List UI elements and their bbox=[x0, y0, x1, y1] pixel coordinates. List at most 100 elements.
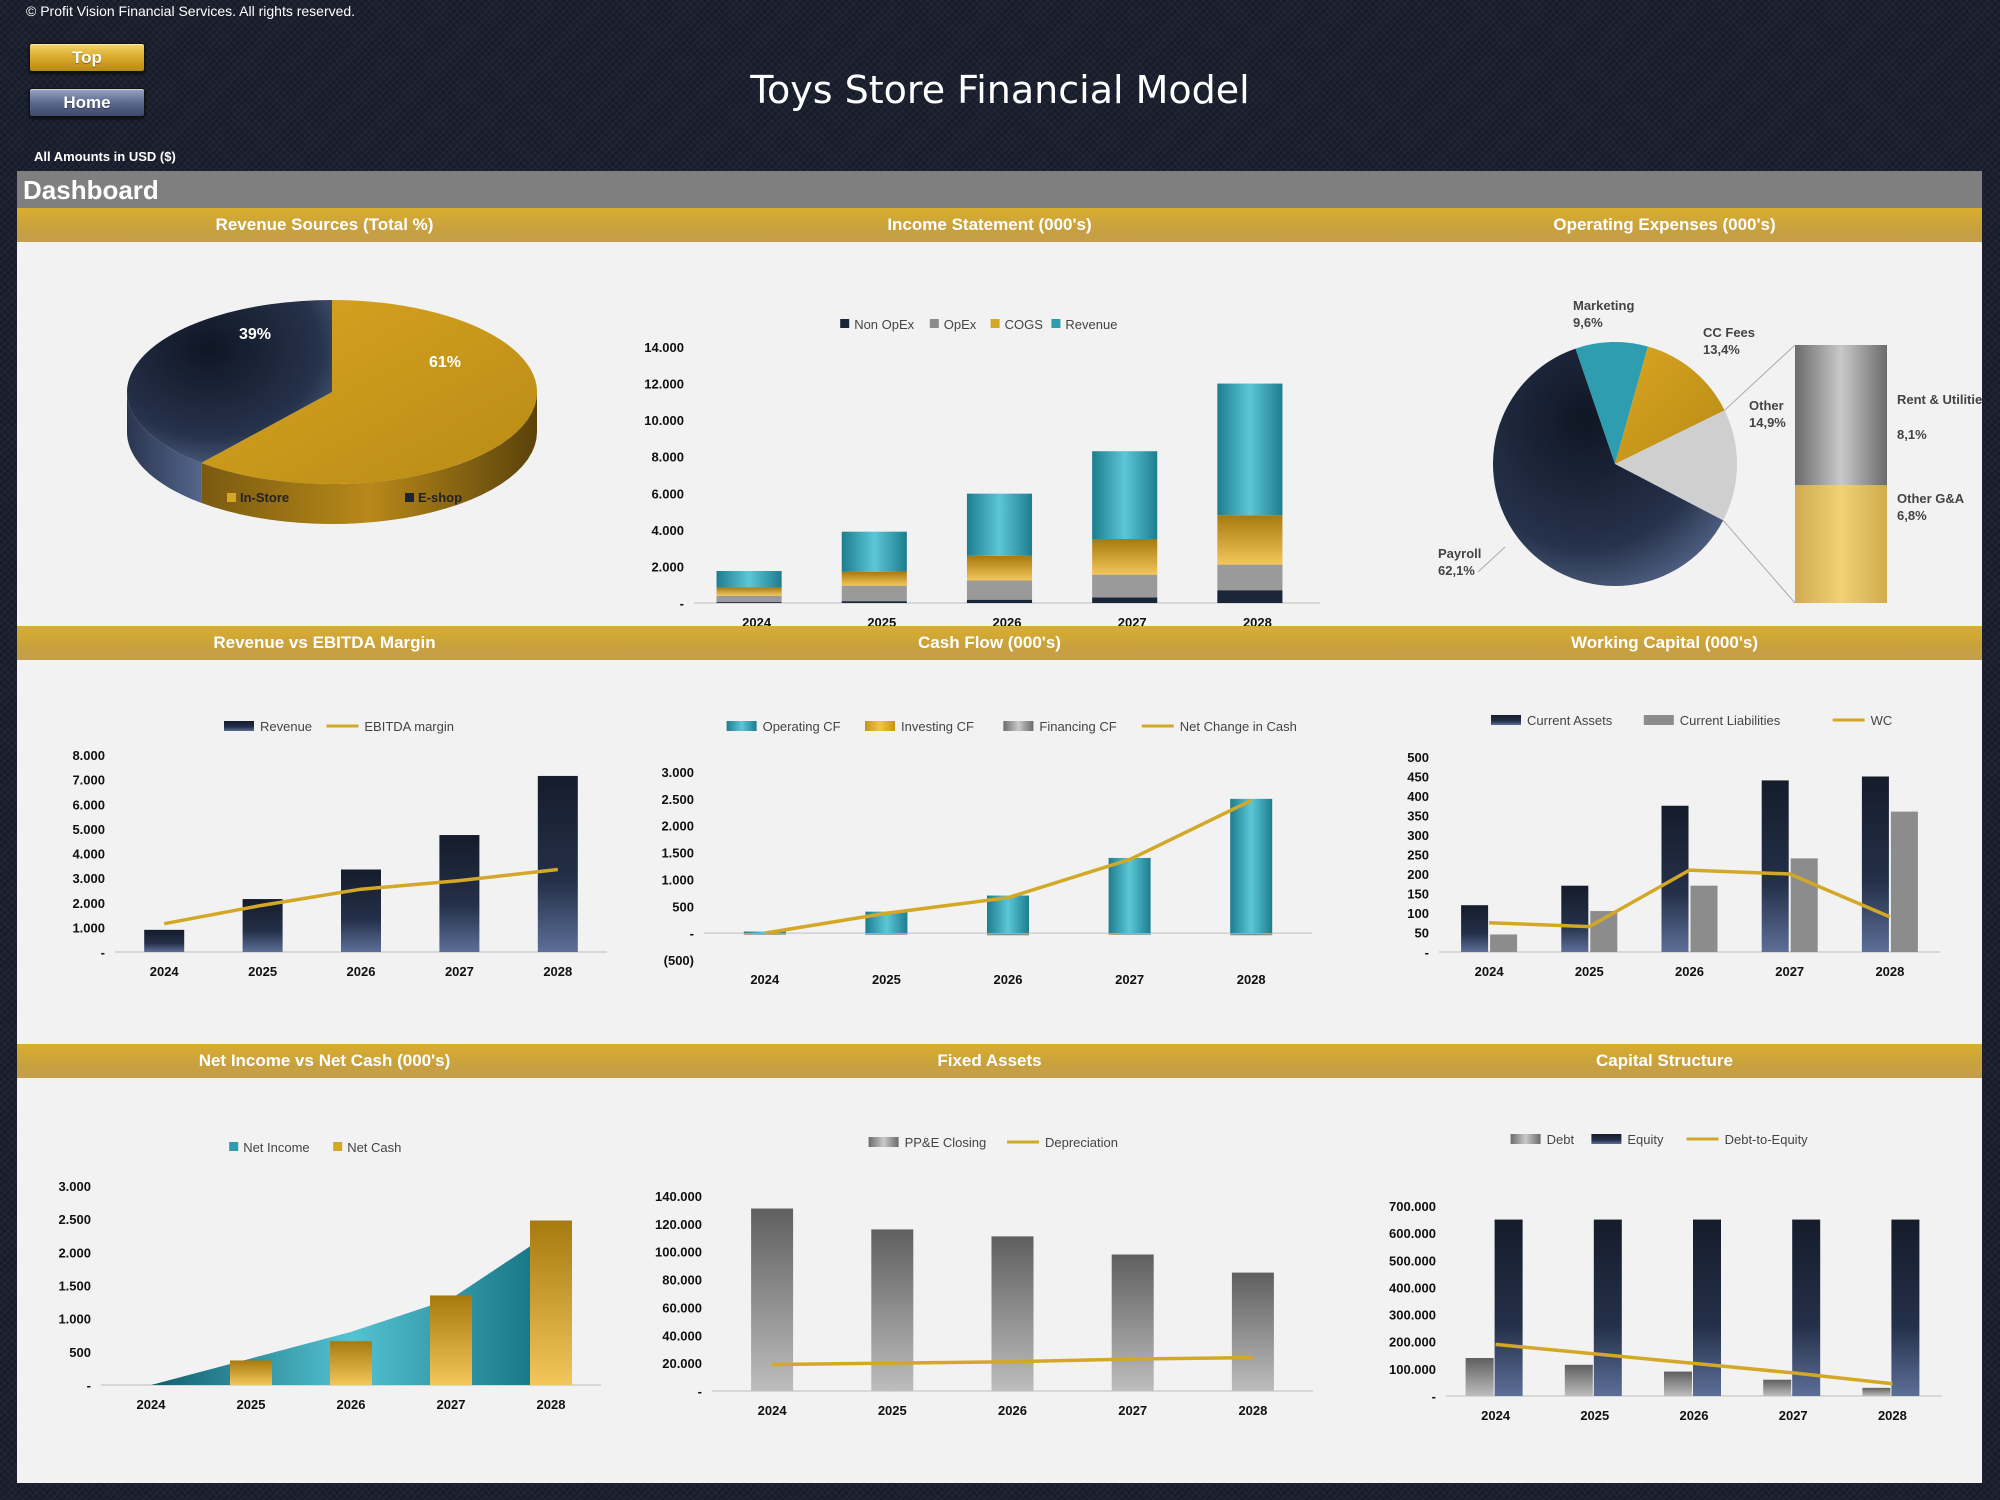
legend-swatch bbox=[726, 721, 757, 731]
line-debt-to-equity bbox=[1495, 1342, 1893, 1386]
dashboard-panel: Dashboard Revenue Sources (Total %) Inco… bbox=[17, 171, 1982, 1483]
x-tick-label: 2027 bbox=[1115, 972, 1144, 987]
y-tick-label: 80.000 bbox=[662, 1273, 702, 1288]
y-tick-label: 14.000 bbox=[644, 340, 684, 355]
label-other-ga-value: 6,8% bbox=[1897, 508, 1927, 523]
y-tick-label: 8.000 bbox=[72, 748, 105, 763]
label-rent-utilities: Rent & Utilities bbox=[1897, 392, 1982, 407]
connector-line bbox=[1724, 344, 1796, 411]
bar-current-liabilities bbox=[1490, 934, 1518, 952]
fixed-assets-chart: - 20.000 40.000 60.000 80.000 100.000 120.000 1… bbox=[655, 1135, 1313, 1418]
legend-swatch bbox=[865, 721, 895, 731]
section-title-cash-flow: Cash Flow (000's) bbox=[918, 633, 1061, 652]
legend-label: Revenue bbox=[260, 719, 312, 734]
working-capital-chart: - 50 100 150 200 250 300 350 400 450 500 2024 2025 20… bbox=[1407, 713, 1940, 979]
x-tick-label: 2024 bbox=[1475, 964, 1505, 979]
connector-line bbox=[1722, 520, 1796, 604]
y-tick-label: 10.000 bbox=[644, 413, 684, 428]
legend-label: In-Store bbox=[240, 490, 289, 505]
bar-ppe-closing bbox=[991, 1236, 1034, 1391]
y-tick-label: 100 bbox=[1407, 906, 1429, 921]
bar-investing-cf bbox=[865, 933, 908, 934]
bar-non-opex bbox=[1092, 597, 1158, 603]
legend-swatch bbox=[229, 1142, 239, 1151]
x-tick-label: 2027 bbox=[445, 964, 474, 979]
bar-non-opex bbox=[1217, 590, 1283, 603]
legend-label: Net Income bbox=[243, 1140, 309, 1155]
x-tick-label: 2025 bbox=[248, 964, 277, 979]
bar-current-liabilities bbox=[1690, 885, 1718, 952]
income-statement-chart: - 2.000 4.000 6.000 8.000 10.000 12.000 14.000 2… bbox=[644, 317, 1320, 626]
bar-debt bbox=[1664, 1371, 1692, 1396]
y-tick-label: 200.000 bbox=[1389, 1335, 1436, 1350]
dashboard-header: Dashboard bbox=[17, 171, 1982, 208]
line-wc bbox=[1489, 868, 1891, 929]
bar-current-assets bbox=[1461, 905, 1489, 952]
bar-opex bbox=[1092, 574, 1158, 598]
y-tick-label: 5.000 bbox=[72, 822, 105, 837]
x-tick-label: 2028 bbox=[537, 1397, 566, 1412]
label-payroll-value: 62,1% bbox=[1438, 563, 1475, 578]
x-tick-label: 2025 bbox=[1580, 1408, 1609, 1423]
legend-label: OpEx bbox=[944, 317, 977, 332]
pie-slice-marketing bbox=[1575, 342, 1648, 464]
bar-cogs bbox=[716, 587, 782, 596]
bar-revenue bbox=[537, 775, 578, 952]
legend-label: WC bbox=[1871, 713, 1893, 728]
y-tick-label: 7.000 bbox=[72, 773, 105, 788]
bar-cogs bbox=[1092, 539, 1158, 575]
legend-label: Non OpEx bbox=[854, 317, 914, 332]
bar-revenue bbox=[716, 571, 782, 588]
y-tick-label: 2.000 bbox=[661, 819, 694, 834]
home-button[interactable]: Home bbox=[29, 88, 145, 117]
legend-label: Current Assets bbox=[1527, 713, 1613, 728]
bar-financing-cf bbox=[1230, 933, 1273, 936]
y-tick-label: 450 bbox=[1407, 770, 1429, 785]
x-tick-label: 2024 bbox=[150, 964, 180, 979]
x-tick-label: 2024 bbox=[1481, 1408, 1511, 1423]
y-tick-label: 8.000 bbox=[651, 450, 684, 465]
bar-ppe-closing bbox=[871, 1229, 914, 1391]
y-tick-label: - bbox=[1425, 945, 1429, 960]
bar-debt bbox=[1862, 1387, 1891, 1396]
section-band-row2: Revenue vs EBITDA Margin Cash Flow (000'… bbox=[17, 626, 1982, 660]
y-tick-label: (500) bbox=[664, 953, 694, 968]
bar-opex bbox=[966, 580, 1033, 600]
bar-operating-cf bbox=[865, 911, 908, 934]
x-tick-label: 2027 bbox=[1118, 1403, 1147, 1418]
bar-revenue bbox=[341, 869, 381, 952]
label-marketing: Marketing bbox=[1573, 298, 1634, 313]
bar-cogs bbox=[841, 571, 907, 586]
net-income-cash-chart: - 500 1.000 1.500 2.000 2.500 3.000 2024 2025 202… bbox=[58, 1140, 601, 1412]
capital-structure-chart: - 100.000 200.000 300.000 400.000 500.000 600.… bbox=[1389, 1132, 1942, 1423]
y-tick-label: 200 bbox=[1407, 867, 1429, 882]
y-tick-label: 1.000 bbox=[58, 1312, 91, 1327]
y-tick-label: - bbox=[101, 945, 105, 960]
legend-swatch bbox=[990, 319, 1000, 328]
legend-swatch bbox=[333, 1142, 343, 1151]
bar-revenue bbox=[144, 929, 185, 952]
y-tick-label: 250 bbox=[1407, 848, 1429, 863]
y-tick-label: 2.500 bbox=[661, 792, 694, 807]
legend-label: EBITDA margin bbox=[364, 719, 454, 734]
top-button[interactable]: Top bbox=[29, 43, 145, 72]
bar-revenue bbox=[439, 835, 480, 952]
section-title-working-capital: Working Capital (000's) bbox=[1571, 633, 1758, 652]
x-tick-label: 2024 bbox=[137, 1397, 167, 1412]
y-tick-label: 2.500 bbox=[58, 1212, 91, 1227]
pie-label-in-store: 61% bbox=[429, 354, 461, 371]
bar-debt bbox=[1564, 1364, 1593, 1396]
legend-label: Net Change in Cash bbox=[1180, 719, 1297, 734]
label-cc-fees-value: 13,4% bbox=[1703, 342, 1740, 357]
y-tick-label: 500.000 bbox=[1389, 1253, 1436, 1268]
y-tick-label: 20.000 bbox=[662, 1356, 702, 1371]
bar-revenue bbox=[1217, 383, 1283, 516]
y-tick-label: 4.000 bbox=[72, 847, 105, 862]
legend-swatch bbox=[1510, 1134, 1541, 1144]
pie-side-gold bbox=[201, 392, 538, 524]
bar-rent-utilities bbox=[1795, 345, 1887, 486]
currency-note: All Amounts in USD ($) bbox=[34, 149, 176, 164]
x-tick-label: 2028 bbox=[1238, 1403, 1267, 1418]
x-tick-label: 2025 bbox=[237, 1397, 266, 1412]
x-tick-label: 2025 bbox=[1575, 964, 1604, 979]
